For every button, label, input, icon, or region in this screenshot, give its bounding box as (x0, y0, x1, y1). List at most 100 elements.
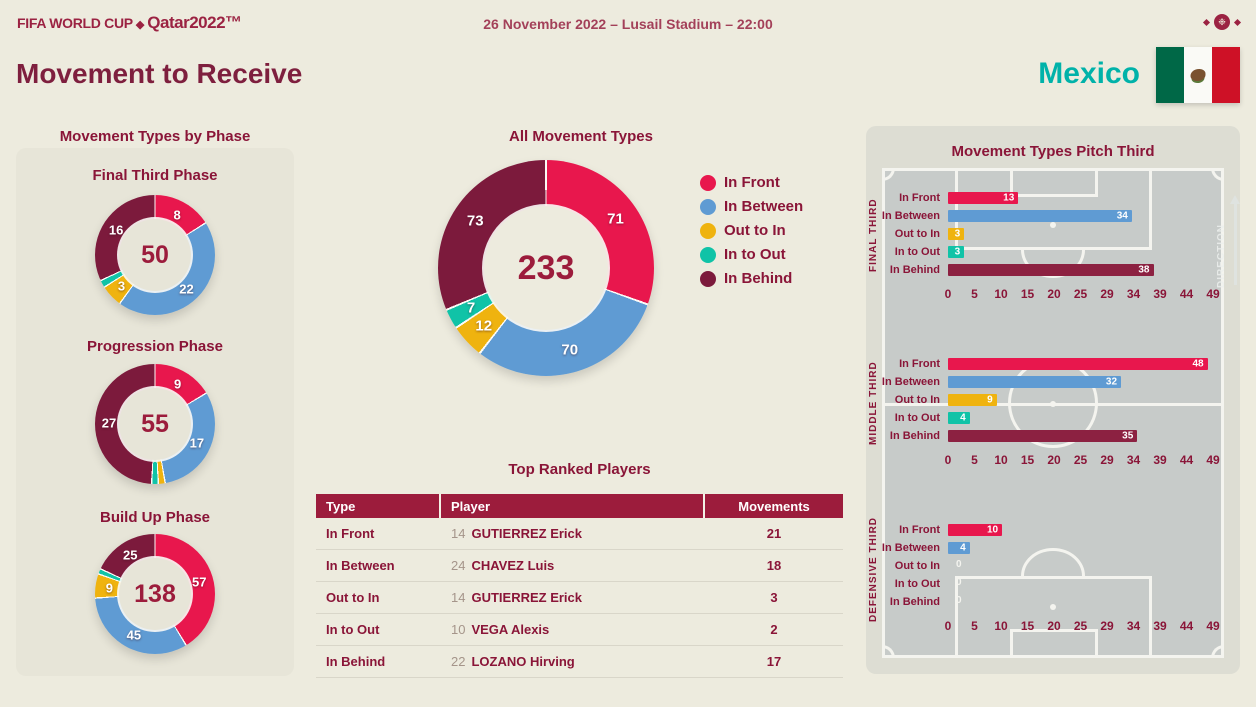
bar: 48 (948, 358, 1208, 370)
donut-slice-value: 73 (466, 212, 484, 230)
penalty-spot-top (1050, 222, 1056, 228)
x-axis-tick: 49 (1206, 619, 1220, 633)
legend-label: Out to In (724, 222, 786, 239)
legend-item: In Front (700, 174, 803, 191)
bar-track: 0 (948, 559, 1213, 572)
table-row[interactable]: Out to In 14 GUTIERREZ Erick 3 (316, 582, 843, 614)
player-name: VEGA Alexis (471, 622, 550, 637)
bar-value: 0 (956, 577, 962, 588)
bar-row: Out to In 0 (866, 557, 1240, 575)
tournament-emblem-icon[interactable]: ❉ (1214, 14, 1230, 30)
donut-chart-progression: 9 17 27 55 (95, 364, 215, 484)
legend-dot-in-front-icon (700, 174, 716, 191)
x-axis-tick: 39 (1153, 619, 1167, 633)
player-number: 24 (451, 558, 466, 573)
bar-track: 0 (948, 577, 1213, 590)
x-axis-tick: 39 (1153, 453, 1167, 467)
bar-track: 3 (948, 246, 1213, 258)
bar-category-label: In Between (881, 376, 940, 388)
x-axis-tick: 29 (1100, 619, 1114, 633)
bar-row: In Behind 0 (866, 593, 1240, 611)
x-axis-tick: 29 (1100, 287, 1114, 301)
bar-category-label: Out to In (894, 394, 940, 406)
donut-chart-buildup: 57 45 9 25 138 (95, 534, 215, 654)
donut-chart-all-movement: 71 70 12 7 73 233 (438, 160, 654, 376)
donut-slice-value: 57 (192, 574, 207, 590)
x-axis-tick: 25 (1073, 287, 1088, 301)
cell-type: In Behind (326, 654, 386, 669)
table-header-player: Player (441, 494, 705, 518)
bar-track: 0 (948, 595, 1213, 608)
cell-movements: 17 (766, 654, 782, 669)
bar-category-label: In Between (881, 542, 940, 554)
corner-arc-icon (882, 645, 895, 658)
cell-movements: 3 (770, 590, 778, 605)
bar-category-label: Out to In (894, 560, 940, 572)
flag-eagle-emblem-icon (1190, 69, 1206, 81)
donut-center: 50 (119, 219, 191, 291)
corner-arc-icon (1211, 645, 1224, 658)
bar-value: 34 (1116, 210, 1128, 222)
center-spot (1050, 401, 1056, 407)
pitch-third-panel: Movement Types Pitch Third DIRECTION FIN… (866, 126, 1240, 674)
bar-row: Out to In 9 (866, 391, 1240, 409)
bar-row: In to Out 0 (866, 575, 1240, 593)
bar-row: In Front 48 (866, 355, 1240, 373)
flag-green-stripe (1156, 47, 1184, 103)
x-axis-tick: 20 (1047, 287, 1061, 301)
bar-track: 32 (948, 376, 1213, 388)
bar: 3 (948, 228, 965, 240)
donut-slice-value: 71 (607, 210, 624, 228)
donut-slice-value: 17 (189, 435, 205, 451)
bar-category-label: In Behind (889, 430, 940, 442)
bar-row: In Behind 35 (866, 427, 1240, 445)
table-header-type: Type (316, 494, 441, 518)
mexico-flag (1156, 47, 1240, 103)
x-axis-tick: 10 (994, 619, 1008, 633)
legend-item: In Between (700, 198, 803, 215)
donut-slice-value: 16 (108, 222, 124, 238)
x-axis-tick: 5 (971, 453, 978, 467)
donut-slice-value: 25 (122, 547, 138, 563)
player-name: LOZANO Hirving (471, 654, 575, 669)
legend-dot-out-to-in-icon (700, 222, 716, 239)
bar-track: 34 (948, 210, 1213, 222)
x-axis-tick: 49 (1206, 453, 1220, 467)
legend-item: Out to In (700, 222, 803, 239)
x-axis-tick: 0 (944, 287, 952, 301)
donut-buildup-title: Build Up Phase (99, 509, 211, 526)
bar-track: 4 (948, 412, 1213, 424)
x-axis: 0 5 10 15 20 25 29 34 39 44 49 (944, 287, 1220, 301)
table-row[interactable]: In Front 14 GUTIERREZ Erick 21 (316, 518, 843, 550)
legend-item: In Behind (700, 270, 803, 287)
table-row[interactable]: In to Out 10 VEGA Alexis 2 (316, 614, 843, 646)
donut-progression-title: Progression Phase (87, 338, 223, 355)
table-row[interactable]: In Between 24 CHAVEZ Luis 18 (316, 550, 843, 582)
bar-category-label: In Front (899, 192, 940, 204)
player-name: CHAVEZ Luis (471, 558, 555, 573)
bar-value: 0 (956, 559, 962, 570)
x-axis-tick: 10 (994, 287, 1008, 301)
donut-slice-value: 70 (561, 341, 579, 359)
goal-box-top (1010, 170, 1098, 197)
x-axis-tick: 10 (994, 453, 1008, 467)
bar-row: In Front 13 (866, 189, 1240, 207)
movement-type-legend: In Front In Between Out to In In to Out … (700, 174, 803, 294)
bar-track: 4 (948, 542, 1213, 554)
donut-slice-value: 45 (126, 627, 142, 643)
donut-final-third-title: Final Third Phase (92, 167, 218, 184)
bar-value: 3 (954, 228, 961, 240)
cell-type: In Between (326, 558, 395, 573)
table-header-movements: Movements (738, 498, 810, 514)
x-axis-tick: 25 (1073, 453, 1088, 467)
bar-row: In Front 10 (866, 521, 1240, 539)
bar-track: 10 (948, 524, 1213, 536)
donut-total-value: 138 (134, 579, 176, 608)
bar: 35 (948, 430, 1138, 442)
table-row[interactable]: In Behind 22 LOZANO Hirving 17 (316, 646, 843, 678)
donut-center: 138 (119, 558, 191, 630)
donut-slice-value: 12 (475, 317, 493, 335)
bar-row: Out to In 3 (866, 225, 1240, 243)
donut-slice-value: 8 (173, 207, 181, 223)
